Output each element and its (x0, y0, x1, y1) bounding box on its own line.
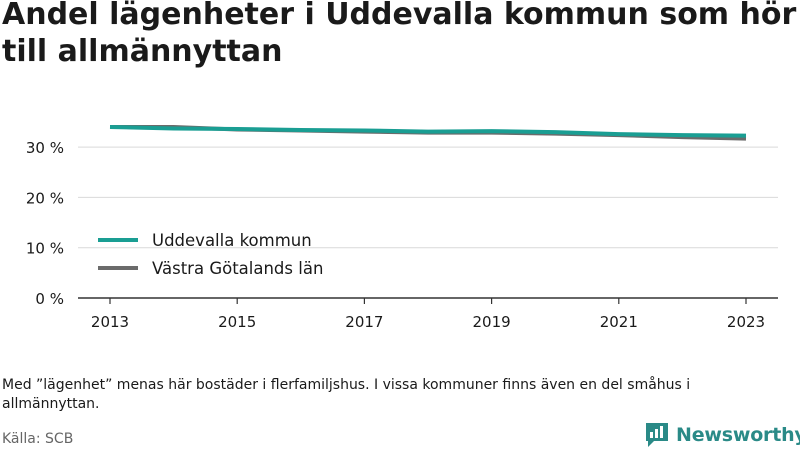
brand-name: Newsworthy (676, 424, 800, 446)
x-tick-label: 2019 (473, 313, 511, 331)
legend: Uddevalla kommun Västra Götalands län (98, 231, 323, 278)
x-tick-label: 2013 (91, 313, 129, 331)
series-line-uddevalla (109, 125, 747, 138)
series-lines (109, 125, 747, 141)
y-tick-label: 10 % (26, 240, 64, 258)
newsworthy-logo[interactable]: Newsworthy (644, 420, 800, 450)
y-tick-label: 30 % (26, 139, 64, 157)
source-label: Källa: SCB (2, 431, 74, 447)
chart-footnote: Med ”lägenhet” menas här bostäder i fler… (2, 377, 691, 412)
grid-lines (78, 146, 778, 249)
line-chart: 0 % 10 % 20 % 30 % 2013 2015 2017 2019 2021 2023… (26, 125, 778, 331)
y-tick-label: 0 % (35, 290, 64, 308)
y-tick-label: 20 % (26, 189, 64, 207)
legend-label: Västra Götalands län (152, 259, 323, 278)
x-tick-label: 2015 (218, 313, 256, 331)
x-axis: 2013 2015 2017 2019 2021 2023 (78, 297, 778, 331)
x-tick-label: 2021 (600, 313, 638, 331)
y-axis-ticks: 0 % 10 % 20 % 30 % (26, 139, 64, 308)
newsworthy-icon (646, 423, 668, 447)
x-tick-label: 2023 (727, 313, 765, 331)
legend-label: Uddevalla kommun (152, 231, 312, 250)
x-tick-label: 2017 (345, 313, 383, 331)
chart-title: Andel lägenheter i Uddevalla kommun som … (2, 0, 797, 69)
